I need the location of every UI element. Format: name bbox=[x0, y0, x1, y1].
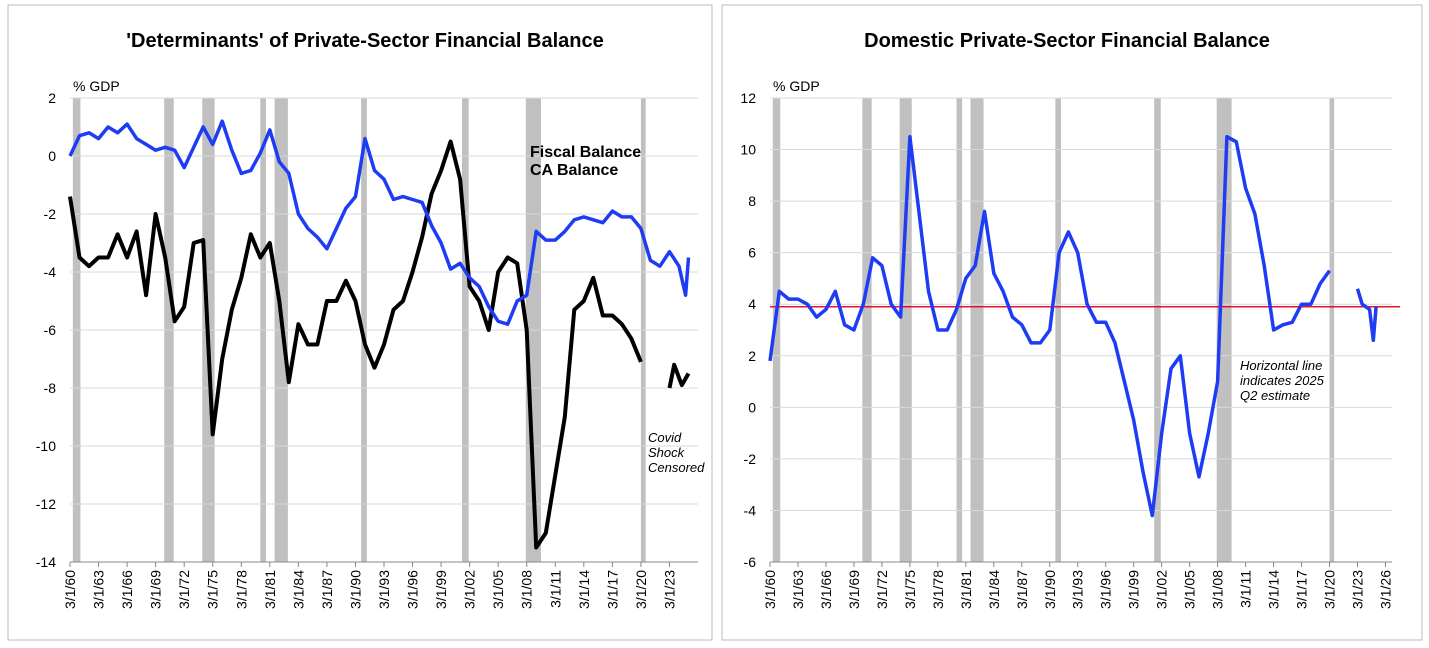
y-tick-label: -4 bbox=[744, 502, 757, 518]
x-tick-label: 3/1/72 bbox=[176, 570, 192, 609]
x-tick-label: 3/1/96 bbox=[1098, 570, 1114, 609]
y-axis-label: % GDP bbox=[773, 78, 820, 94]
y-tick-label: -6 bbox=[744, 554, 757, 570]
x-tick-label: 3/1/84 bbox=[986, 570, 1002, 609]
x-tick-label: 3/1/78 bbox=[930, 570, 946, 609]
recession-band bbox=[862, 98, 872, 562]
x-tick-label: 3/1/60 bbox=[762, 570, 778, 609]
x-tick-label: 3/1/75 bbox=[205, 570, 221, 609]
x-tick-label: 3/1/81 bbox=[958, 570, 974, 609]
x-tick-label: 3/1/75 bbox=[902, 570, 918, 609]
annotation: Horizontal line bbox=[1240, 358, 1322, 373]
y-tick-label: -12 bbox=[36, 496, 56, 512]
annotation: Covid bbox=[648, 430, 682, 445]
x-tick-label: 3/1/93 bbox=[1070, 570, 1086, 609]
x-tick-label: 3/1/78 bbox=[233, 570, 249, 609]
x-tick-label: 3/1/23 bbox=[661, 570, 677, 609]
x-tick-label: 3/1/14 bbox=[576, 570, 592, 609]
y-tick-label: 0 bbox=[48, 148, 56, 164]
legend-entry: Fiscal Balance bbox=[530, 144, 641, 161]
y-tick-label: 2 bbox=[748, 348, 756, 364]
x-tick-label: 3/1/99 bbox=[433, 570, 449, 609]
y-tick-label: -2 bbox=[744, 451, 757, 467]
x-tick-label: 3/1/02 bbox=[1154, 570, 1170, 609]
x-tick-label: 3/1/90 bbox=[347, 570, 363, 609]
recession-band bbox=[1154, 98, 1161, 562]
recession-band bbox=[772, 98, 781, 562]
annotation: Censored bbox=[648, 460, 705, 475]
panel-border bbox=[721, 4, 1423, 641]
x-tick-label: 3/1/90 bbox=[1042, 570, 1058, 609]
y-tick-label: 6 bbox=[748, 245, 756, 261]
series-line bbox=[68, 139, 691, 550]
y-tick-label: -10 bbox=[36, 438, 56, 454]
annotation: Shock bbox=[648, 445, 686, 460]
y-axis-label: % GDP bbox=[73, 78, 120, 94]
x-tick-label: 3/1/87 bbox=[1014, 570, 1030, 609]
x-tick-label: 3/1/93 bbox=[376, 570, 392, 609]
x-tick-label: 3/1/11 bbox=[1238, 570, 1254, 608]
x-tick-label: 3/1/08 bbox=[519, 570, 535, 609]
x-tick-label: 3/1/66 bbox=[119, 570, 135, 609]
chart-title: 'Determinants' of Private-Sector Financi… bbox=[126, 30, 603, 52]
annotation: Q2 estimate bbox=[1240, 388, 1310, 403]
x-tick-label: 3/1/08 bbox=[1210, 570, 1226, 609]
x-tick-label: 3/1/96 bbox=[405, 570, 421, 609]
x-tick-label: 3/1/81 bbox=[262, 570, 278, 609]
x-tick-label: 3/1/66 bbox=[818, 570, 834, 609]
recession-band bbox=[1329, 98, 1335, 562]
y-tick-label: -4 bbox=[44, 264, 57, 280]
series-line bbox=[68, 119, 691, 326]
y-tick-label: -6 bbox=[44, 322, 57, 338]
y-tick-label: 2 bbox=[48, 90, 56, 106]
series-line bbox=[768, 134, 1378, 518]
x-tick-label: 3/1/17 bbox=[1294, 570, 1310, 609]
y-tick-label: 10 bbox=[740, 142, 756, 158]
x-tick-label: 3/1/20 bbox=[633, 570, 649, 609]
y-tick-label: -8 bbox=[44, 380, 57, 396]
x-tick-label: 3/1/20 bbox=[1322, 570, 1338, 609]
x-tick-label: 3/1/72 bbox=[874, 570, 890, 609]
y-tick-label: 12 bbox=[740, 90, 756, 106]
y-tick-label: -14 bbox=[36, 554, 56, 570]
x-tick-label: 3/1/63 bbox=[91, 570, 107, 609]
y-tick-label: 0 bbox=[748, 399, 756, 415]
x-tick-label: 3/1/11 bbox=[547, 570, 563, 608]
y-tick-label: 4 bbox=[748, 296, 756, 312]
x-tick-label: 3/1/05 bbox=[490, 570, 506, 609]
x-tick-label: 3/1/02 bbox=[462, 570, 478, 609]
panel-border bbox=[7, 4, 713, 641]
recession-band bbox=[1055, 98, 1061, 562]
x-tick-label: 3/1/60 bbox=[62, 570, 78, 609]
x-tick-label: 3/1/26 bbox=[1377, 570, 1393, 609]
recession-band bbox=[970, 98, 984, 562]
recession-band bbox=[1216, 98, 1232, 562]
chart-title: Domestic Private-Sector Financial Balanc… bbox=[864, 30, 1270, 52]
y-tick-label: -2 bbox=[44, 206, 57, 222]
legend-entry: CA Balance bbox=[530, 162, 618, 179]
recession-band bbox=[899, 98, 912, 562]
annotation: indicates 2025 bbox=[1240, 373, 1325, 388]
x-tick-label: 3/1/63 bbox=[790, 570, 806, 609]
x-tick-label: 3/1/69 bbox=[148, 570, 164, 609]
x-tick-label: 3/1/05 bbox=[1182, 570, 1198, 609]
x-tick-label: 3/1/17 bbox=[604, 570, 620, 609]
x-tick-label: 3/1/84 bbox=[290, 570, 306, 609]
x-tick-label: 3/1/99 bbox=[1126, 570, 1142, 609]
x-tick-label: 3/1/69 bbox=[846, 570, 862, 609]
recession-band bbox=[956, 98, 963, 562]
x-tick-label: 3/1/14 bbox=[1266, 570, 1282, 609]
x-tick-label: 3/1/87 bbox=[319, 570, 335, 609]
y-tick-label: 8 bbox=[748, 193, 756, 209]
x-tick-label: 3/1/23 bbox=[1349, 570, 1365, 609]
